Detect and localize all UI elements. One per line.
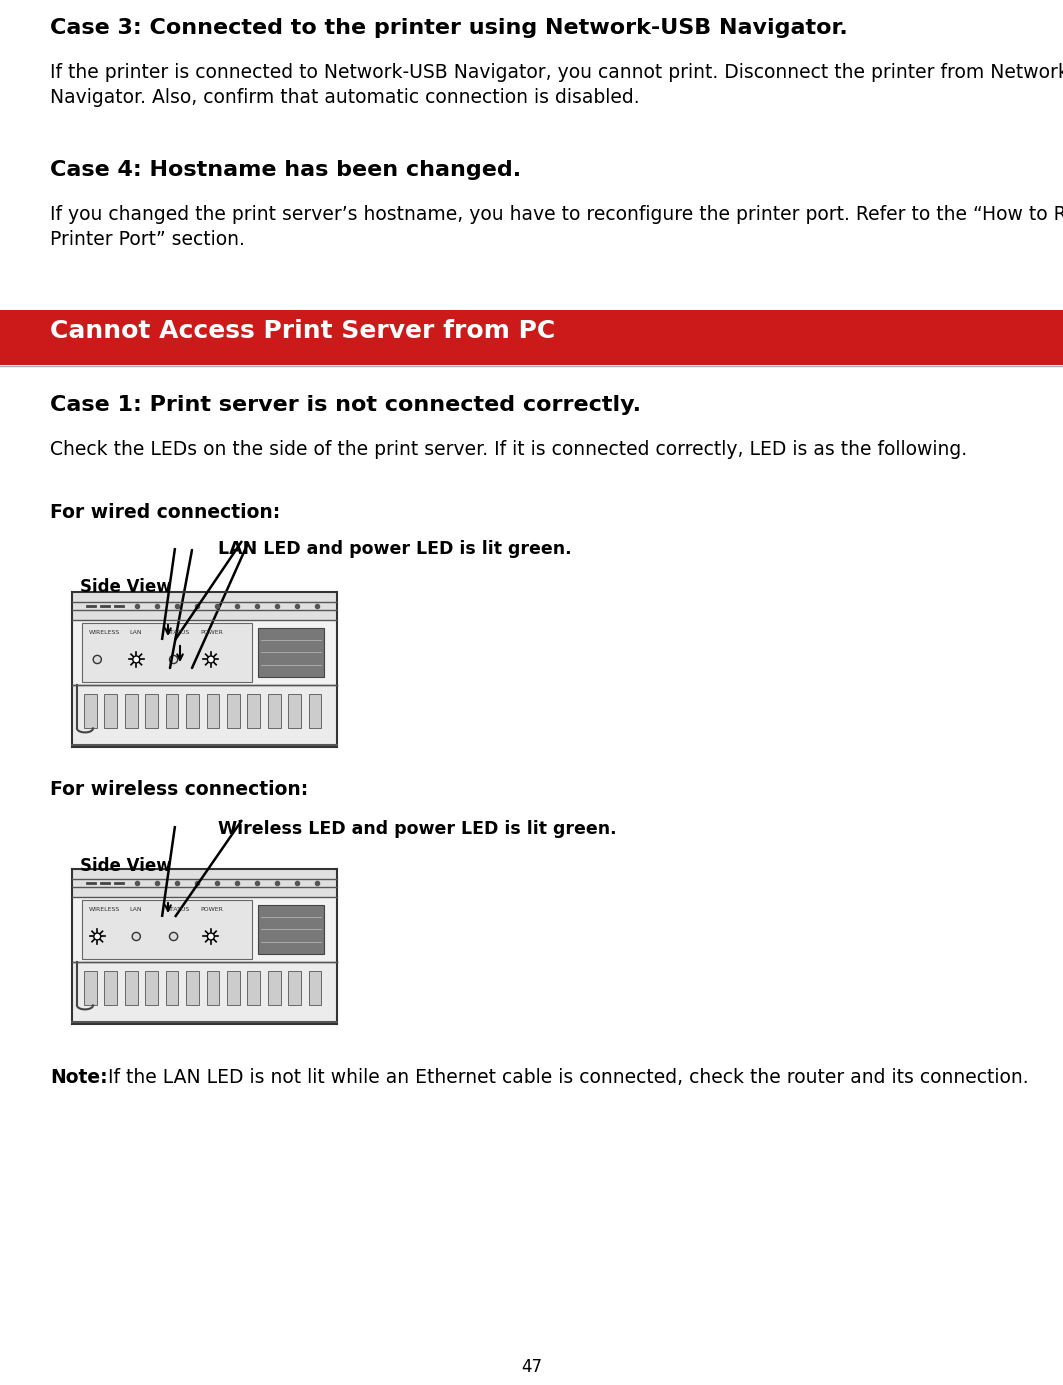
Text: For wireless connection:: For wireless connection: — [50, 780, 308, 799]
Bar — [72, 868, 337, 897]
Bar — [248, 971, 260, 1006]
Text: Case 4: Hostname has been changed.: Case 4: Hostname has been changed. — [50, 161, 521, 180]
Text: 47: 47 — [521, 1359, 542, 1377]
Bar — [166, 694, 179, 729]
Bar — [84, 694, 97, 729]
Text: Side View: Side View — [80, 578, 171, 596]
Text: Note:: Note: — [50, 1068, 107, 1087]
Text: Cannot Access Print Server from PC: Cannot Access Print Server from PC — [50, 319, 555, 343]
Text: If you changed the print server’s hostname, you have to reconfigure the printer : If you changed the print server’s hostna… — [50, 205, 1063, 224]
Bar — [268, 694, 281, 729]
Text: POWER: POWER — [201, 630, 223, 636]
Circle shape — [133, 656, 139, 663]
Bar — [124, 694, 137, 729]
Bar — [186, 971, 199, 1006]
Text: STATUS: STATUS — [167, 907, 190, 913]
Circle shape — [169, 932, 178, 940]
Bar — [104, 694, 117, 729]
Circle shape — [207, 933, 215, 940]
Bar — [257, 904, 324, 954]
Bar — [72, 591, 337, 620]
Bar — [82, 623, 252, 681]
Bar — [206, 694, 219, 729]
Bar — [288, 694, 301, 729]
Bar — [186, 694, 199, 729]
Bar — [206, 971, 219, 1006]
Text: If the printer is connected to Network-USB Navigator, you cannot print. Disconne: If the printer is connected to Network-U… — [50, 62, 1063, 82]
Text: LAN: LAN — [130, 907, 142, 913]
Text: Printer Port” section.: Printer Port” section. — [50, 230, 244, 249]
Text: LAN: LAN — [130, 630, 142, 636]
Bar — [124, 971, 137, 1006]
Circle shape — [94, 655, 101, 663]
Text: WIRELESS: WIRELESS — [89, 630, 120, 636]
Circle shape — [132, 932, 140, 940]
Bar — [146, 971, 158, 1006]
Circle shape — [207, 656, 215, 663]
Bar — [72, 897, 337, 963]
Text: WIRELESS: WIRELESS — [89, 907, 120, 913]
Text: Case 3: Connected to the printer using Network-USB Navigator.: Case 3: Connected to the printer using N… — [50, 18, 848, 37]
Text: Case 1: Print server is not connected correctly.: Case 1: Print server is not connected co… — [50, 395, 641, 416]
Bar — [0, 310, 1063, 366]
Bar — [72, 620, 337, 686]
Bar — [166, 971, 179, 1006]
Circle shape — [169, 655, 178, 663]
Bar — [84, 971, 97, 1006]
Bar — [226, 971, 239, 1006]
Bar — [248, 694, 260, 729]
Text: Side View: Side View — [80, 857, 171, 875]
Text: STATUS: STATUS — [167, 630, 190, 636]
Bar — [104, 971, 117, 1006]
Text: If the LAN LED is not lit while an Ethernet cable is connected, check the router: If the LAN LED is not lit while an Ether… — [102, 1068, 1029, 1087]
Bar — [308, 971, 321, 1006]
Bar — [226, 694, 239, 729]
Text: POWER: POWER — [201, 907, 223, 913]
Circle shape — [94, 933, 101, 940]
Bar — [72, 686, 337, 747]
Text: Check the LEDs on the side of the print server. If it is connected correctly, LE: Check the LEDs on the side of the print … — [50, 440, 967, 458]
Bar — [288, 971, 301, 1006]
Bar — [308, 694, 321, 729]
Text: For wired connection:: For wired connection: — [50, 503, 281, 522]
Bar — [257, 627, 324, 677]
Bar — [72, 963, 337, 1024]
Text: LAN LED and power LED is lit green.: LAN LED and power LED is lit green. — [218, 540, 572, 558]
Text: Navigator. Also, confirm that automatic connection is disabled.: Navigator. Also, confirm that automatic … — [50, 89, 640, 107]
Bar — [82, 900, 252, 958]
Text: Wireless LED and power LED is lit green.: Wireless LED and power LED is lit green. — [218, 820, 617, 838]
Bar — [146, 694, 158, 729]
Bar — [268, 971, 281, 1006]
